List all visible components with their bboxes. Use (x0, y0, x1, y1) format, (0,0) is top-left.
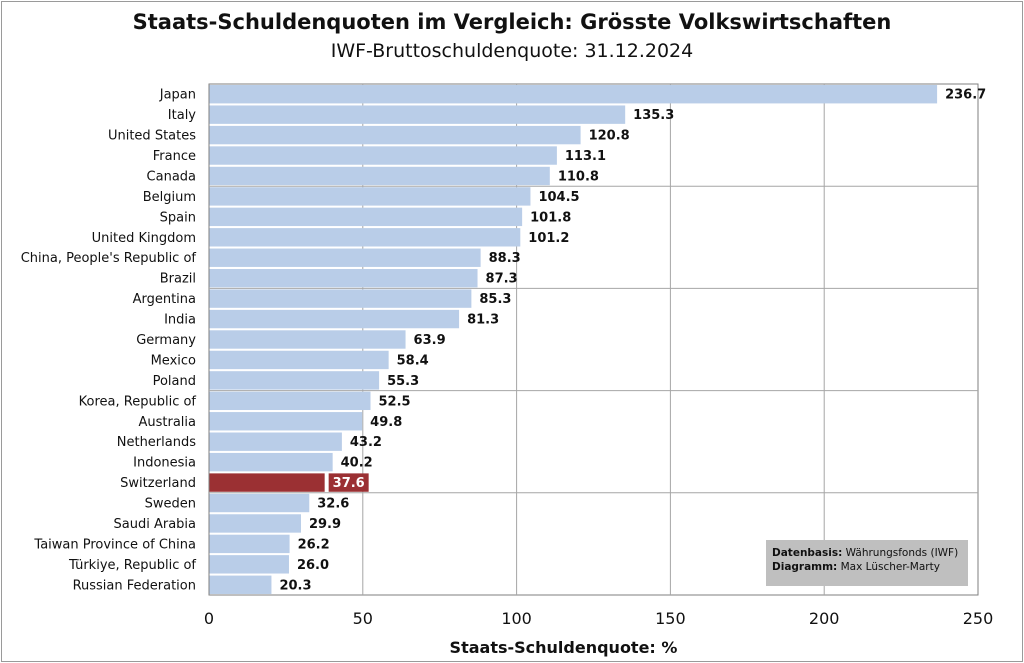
bar (209, 125, 581, 145)
value-label: 43.2 (350, 435, 382, 450)
bar (209, 85, 938, 104)
bar (209, 166, 550, 186)
category-label: Indonesia (133, 456, 196, 471)
value-label: 113.1 (565, 149, 606, 164)
bar (209, 350, 389, 370)
x-tick-label: 0 (204, 609, 214, 628)
source-box: Datenbasis: Währungsfonds (IWF) Diagramm… (766, 540, 968, 586)
category-label: Netherlands (117, 435, 196, 450)
bar (209, 309, 460, 329)
bar (209, 228, 521, 247)
bar (209, 473, 325, 492)
bar (209, 412, 363, 431)
value-label: 104.5 (538, 190, 579, 205)
value-label: 58.4 (397, 353, 429, 368)
source-data-line: Datenbasis: Währungsfonds (IWF) (772, 546, 968, 560)
category-label: China, People's Republic of (21, 251, 197, 266)
bar (209, 534, 290, 554)
x-tick-label: 150 (655, 609, 686, 628)
source-diagram-label: Diagramm: (772, 561, 838, 573)
category-label: Korea, Republic of (79, 394, 197, 409)
category-label: Spain (160, 210, 196, 225)
category-label: Switzerland (120, 476, 196, 491)
value-label: 85.3 (479, 292, 511, 307)
value-label-background (328, 473, 369, 492)
value-label: 29.9 (309, 517, 341, 532)
value-label: 236.7 (945, 88, 986, 103)
bar (209, 289, 472, 308)
category-label: Türkiye, Republic of (68, 558, 196, 573)
source-diagram-line: Diagramm: Max Lüscher-Marty (772, 560, 968, 574)
x-tick-label: 100 (501, 609, 532, 628)
value-label: 26.2 (298, 537, 330, 552)
value-label: 26.0 (297, 558, 329, 573)
category-label: United States (108, 129, 196, 144)
category-label: United Kingdom (92, 231, 196, 246)
value-label: 20.3 (279, 578, 311, 593)
bar (209, 432, 342, 451)
value-label: 135.3 (633, 108, 674, 123)
value-label: 52.5 (378, 394, 410, 409)
category-label: Saudi Arabia (114, 517, 197, 532)
source-data-value: Währungsfonds (IWF) (845, 547, 959, 559)
category-label: Australia (138, 415, 196, 430)
bar (209, 146, 557, 165)
source-data-label: Datenbasis: (772, 547, 843, 559)
chart-title: Staats-Schuldenquoten im Vergleich: Grös… (132, 10, 892, 34)
x-tick-label: 200 (809, 609, 840, 628)
value-label: 88.3 (489, 251, 521, 266)
x-tick-label: 250 (963, 609, 994, 628)
value-label: 120.8 (589, 129, 630, 144)
bar (209, 493, 310, 513)
value-label: 49.8 (370, 415, 402, 430)
value-label: 63.9 (414, 333, 446, 348)
category-label: India (164, 313, 196, 328)
bar (209, 452, 333, 472)
value-label: 81.3 (467, 313, 499, 328)
bar (209, 514, 301, 533)
bar (209, 555, 289, 574)
value-label: 40.2 (341, 456, 373, 471)
category-label: France (153, 149, 196, 164)
value-label: 37.6 (333, 476, 365, 491)
bar (209, 207, 523, 227)
bar (209, 105, 626, 124)
bar (209, 371, 380, 390)
x-tick-label: 50 (353, 609, 373, 628)
category-label: Germany (136, 333, 196, 348)
value-label: 110.8 (558, 169, 599, 184)
category-label: Mexico (151, 353, 196, 368)
value-label: 87.3 (486, 272, 518, 287)
bar (209, 268, 478, 288)
chart-subtitle: IWF-Bruttoschuldenquote: 31.12.2024 (330, 40, 694, 62)
bar (209, 187, 531, 206)
value-label: 101.8 (530, 210, 571, 225)
bar (209, 330, 406, 349)
category-label: Brazil (160, 272, 196, 287)
value-label: 55.3 (387, 374, 419, 389)
bar (209, 575, 272, 594)
bar (209, 248, 481, 267)
category-label: Sweden (145, 497, 196, 512)
x-axis-label: Staats-Schuldenquote: % (450, 638, 678, 657)
category-label: Russian Federation (73, 578, 196, 593)
category-label: Argentina (133, 292, 196, 307)
value-label: 101.2 (528, 231, 569, 246)
bar (209, 391, 371, 411)
category-label: Canada (147, 169, 196, 184)
category-label: Italy (168, 108, 197, 123)
source-diagram-value: Max Lüscher-Marty (840, 561, 940, 573)
category-label: Japan (159, 88, 196, 103)
value-label: 32.6 (317, 497, 349, 512)
category-label: Poland (153, 374, 196, 389)
category-label: Taiwan Province of China (33, 537, 196, 552)
category-label: Belgium (143, 190, 196, 205)
